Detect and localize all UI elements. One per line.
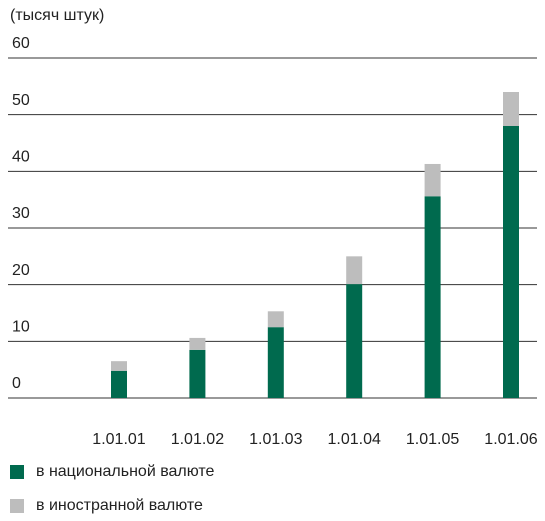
- legend-label: в иностранной валюте: [36, 497, 203, 514]
- bar-segment: [111, 361, 127, 371]
- bar-segment: [189, 349, 206, 398]
- y-tick-label: 10: [12, 319, 30, 336]
- y-tick-label: 60: [12, 35, 30, 52]
- bar-segment: [111, 370, 127, 398]
- bar-segment: [267, 311, 284, 328]
- y-tick-label: 20: [12, 262, 30, 279]
- axis-unit: (тысяч штук): [10, 7, 104, 24]
- bar-segment: [189, 337, 206, 350]
- bar-segment: [503, 92, 519, 126]
- bar-segment: [346, 256, 363, 285]
- bar-segment: [503, 126, 519, 398]
- legend-swatch: [10, 499, 24, 513]
- y-tick-label: 0: [12, 375, 21, 392]
- x-tick-label: 1.01.02: [171, 431, 224, 448]
- y-tick-label: 40: [12, 149, 30, 166]
- y-tick-label: 50: [12, 92, 30, 109]
- x-tick-label: 1.01.06: [484, 431, 537, 448]
- legend-swatch: [10, 465, 24, 479]
- bar-segment: [424, 163, 441, 197]
- bar-segment: [346, 284, 363, 398]
- x-tick-label: 1.01.01: [92, 431, 145, 448]
- bar-segment: [424, 196, 441, 398]
- bar-segment: [267, 327, 284, 398]
- x-tick-label: 1.01.04: [328, 431, 381, 448]
- x-tick-label: 1.01.03: [249, 431, 302, 448]
- legend-label: в национальной валюте: [36, 463, 215, 480]
- y-tick-label: 30: [12, 205, 30, 222]
- x-tick-label: 1.01.05: [406, 431, 459, 448]
